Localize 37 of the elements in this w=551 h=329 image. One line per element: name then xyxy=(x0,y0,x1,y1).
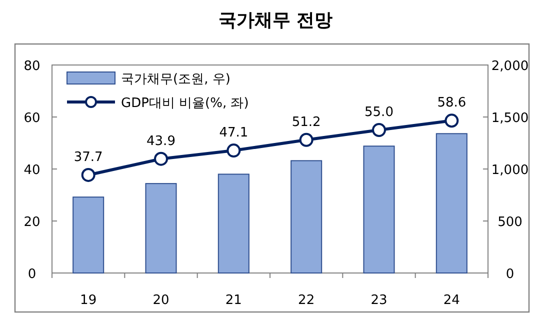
chart-title: 국가채무 전망 xyxy=(218,10,333,31)
data-label: 58.6 xyxy=(437,96,466,111)
y2-tick-label: 0 xyxy=(506,267,514,282)
y2-tick-label: 500 xyxy=(498,215,522,230)
y-tick-label: 0 xyxy=(28,267,36,282)
bar xyxy=(290,160,322,274)
y-tick-label: 40 xyxy=(24,163,40,178)
bar xyxy=(436,133,468,274)
point xyxy=(226,144,241,158)
data-label: 43.9 xyxy=(146,134,176,149)
x-tick-label: 24 xyxy=(443,293,460,308)
bar xyxy=(363,146,395,274)
x-tick-label: 20 xyxy=(152,293,170,308)
point xyxy=(444,114,459,128)
y-tick-label: 20 xyxy=(24,215,40,230)
data-label: 51.2 xyxy=(292,114,321,130)
x-tick-label: 21 xyxy=(225,293,242,308)
x-tick-label: 23 xyxy=(370,293,388,308)
x-tick-label: 19 xyxy=(80,293,97,308)
point xyxy=(154,152,168,166)
data-label: 55.0 xyxy=(364,105,394,120)
data-label: 37.7 xyxy=(74,150,103,165)
bar xyxy=(72,196,104,274)
bar xyxy=(218,174,250,274)
y-tick-label: 60 xyxy=(24,111,40,126)
y2-tick-label: 1,000 xyxy=(491,163,529,178)
point xyxy=(299,132,314,147)
bar xyxy=(145,183,177,274)
y2-tick-label: 1,500 xyxy=(491,111,529,126)
y-tick-label: 80 xyxy=(24,59,40,74)
point xyxy=(372,123,386,137)
data-label: 47.1 xyxy=(219,126,248,141)
point xyxy=(81,168,96,182)
legend-label: GDP대비 비율(%, 좌) xyxy=(121,96,249,111)
legend-label: 국가채무(조원, 우) xyxy=(121,72,230,87)
x-tick-label: 22 xyxy=(298,293,315,308)
y2-tick-label: 2,000 xyxy=(491,59,529,74)
